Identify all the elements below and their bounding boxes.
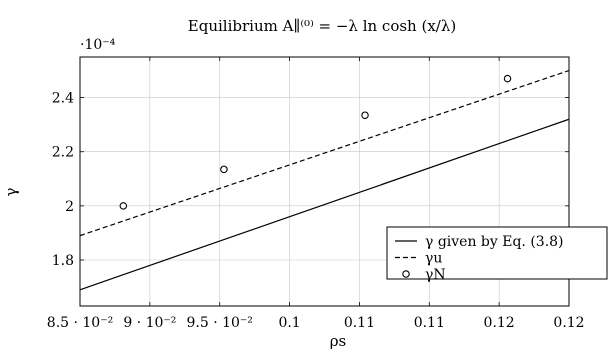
y-axis-label: γ (2, 187, 20, 196)
x-tick-label: 8.5 · 10⁻² (47, 315, 113, 331)
gamma-eq-line (79, 118, 570, 291)
tick-labels: 8.5 · 10⁻² 9 · 10⁻² 9.5 · 10⁻² 0.1 0.11 0.11 0… (47, 91, 585, 331)
series-layer (79, 69, 570, 291)
y-tick-label: 2.4 (52, 91, 74, 107)
axis-ticks (79, 57, 570, 306)
x-tick-label: 9.5 · 10⁻² (186, 315, 252, 331)
x-tick-label: 0.12 (484, 315, 515, 331)
y-tick-label: 2 (65, 199, 74, 215)
x-tick-label: 9 · 10⁻² (123, 315, 176, 331)
y-tick-label: 1.8 (52, 253, 74, 269)
legend-box (386, 226, 608, 280)
x-tick-label: 0.12 (553, 315, 584, 331)
chart-title: Equilibrium A∥⁽⁰⁾ = −λ ln cosh (x/λ) (188, 17, 456, 35)
gamma-n-point (119, 202, 128, 210)
y-axis-exponent-label: ·10⁻⁴ (80, 37, 116, 53)
gamma-n-point (503, 74, 512, 83)
gamma-n-point (220, 165, 228, 174)
legend-label: γ given by Eq. (3.8) (425, 234, 564, 250)
plot-frame (79, 56, 570, 307)
x-tick-label: 0.11 (414, 315, 445, 331)
y-tick-label: 2.2 (52, 145, 74, 161)
x-axis-label: ρs (330, 332, 347, 350)
legend-label: γN (425, 267, 446, 283)
legend-label: γu (425, 251, 442, 267)
x-tick-label: 0.1 (278, 315, 300, 331)
gamma-n-point (361, 111, 369, 119)
x-tick-label: 0.11 (344, 315, 375, 331)
legend-swatch-gamma-n (402, 270, 410, 278)
gamma-u-line (79, 69, 570, 237)
